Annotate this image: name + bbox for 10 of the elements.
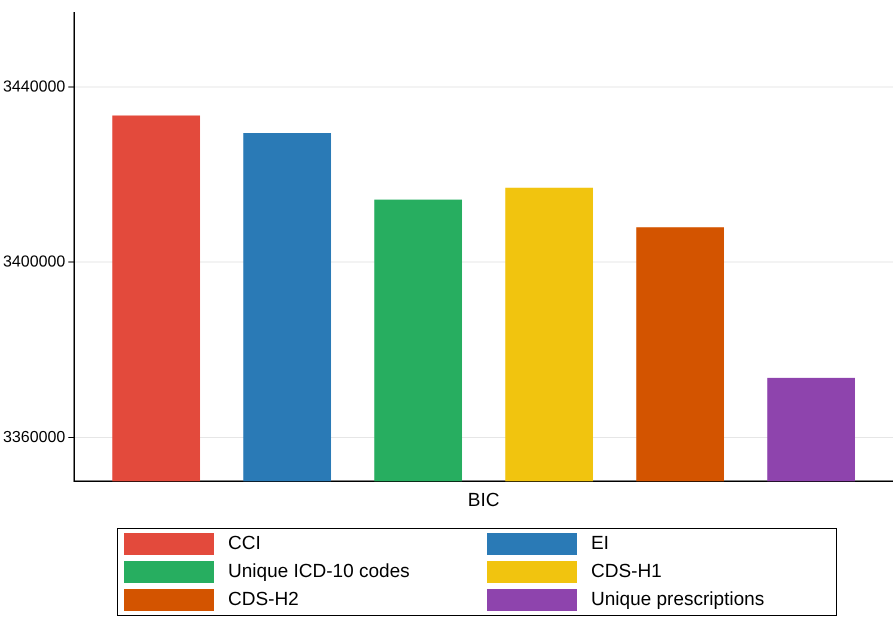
legend-label: CDS-H2 (228, 589, 299, 611)
legend-label: CCI (228, 533, 261, 555)
legend-label: CDS-H1 (591, 561, 662, 583)
x-tick-label: BIC (468, 490, 500, 511)
y-tick-label: 3440000 (2, 78, 66, 96)
legend-label: Unique ICD-10 codes (228, 561, 410, 583)
legend-label: EI (591, 533, 609, 555)
y-tick-label: 3400000 (2, 254, 66, 271)
y-tick-label: 3360000 (2, 428, 66, 446)
legend-label: Unique prescriptions (591, 589, 764, 611)
